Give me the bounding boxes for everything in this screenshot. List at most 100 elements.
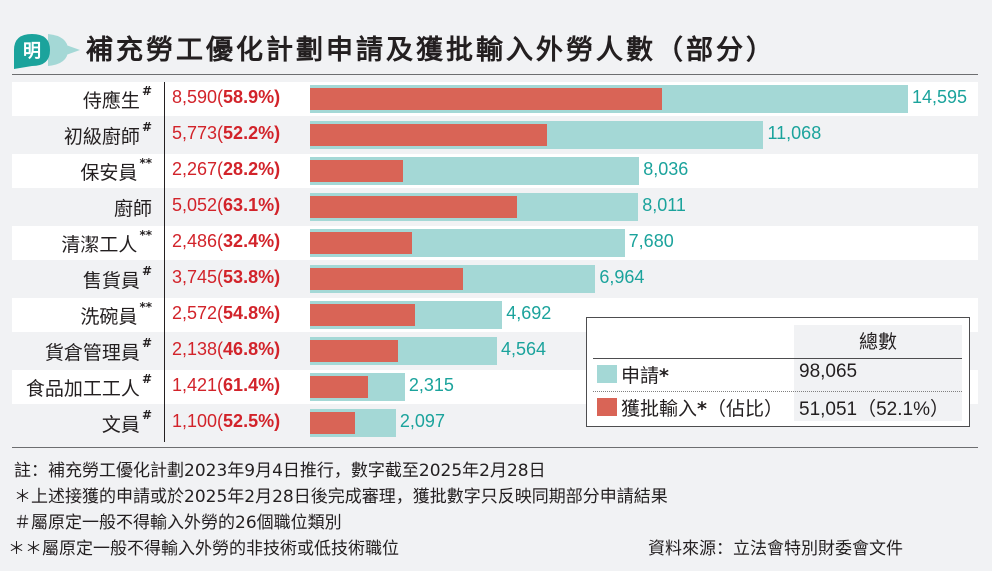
legend-label-text: 申請 xyxy=(621,365,660,387)
approved-bar xyxy=(310,124,547,146)
legend-column-header: 總數 xyxy=(858,331,897,353)
approved-count: 1,100 xyxy=(172,411,218,431)
approved-data-label: 2,486(32.4%) xyxy=(172,231,280,252)
approved-bar xyxy=(310,160,403,182)
paren: ( xyxy=(217,123,224,143)
legend-label-text: 獲批輸入 xyxy=(621,398,698,420)
approved-count: 2,267 xyxy=(172,159,218,179)
chart-row: 清潔工人 ** 2,486(32.4%) 7,680 xyxy=(12,226,978,260)
approved-data-label: 2,572(54.8%) xyxy=(172,303,280,324)
approved-percent: 28.2% xyxy=(223,159,275,179)
note-line-2: ＊上述接獲的申請或於2025年2月28日後完成審理，獲批數字只反映同期部分申請結… xyxy=(14,487,668,507)
paren: ) xyxy=(274,267,281,287)
category-label: 初級廚師 # xyxy=(64,120,152,149)
legend-label-suffix: （佔比） xyxy=(706,398,783,420)
category-footnote-mark: # xyxy=(141,372,152,386)
paren: ) xyxy=(274,375,281,395)
approved-bar xyxy=(310,196,517,218)
category-label: 清潔工人 ** xyxy=(61,228,152,257)
paren: ) xyxy=(274,195,281,215)
paren: ( xyxy=(217,87,224,107)
approved-percent: 61.4% xyxy=(223,375,275,395)
paren: ) xyxy=(274,339,281,359)
category-label: 食品加工工人 # xyxy=(26,372,152,401)
note-line-3: ＃屬原定一般不得輸入外勞的26個職位類別 xyxy=(14,513,342,533)
legend-value-approved: 51,051（52.1%） xyxy=(799,399,949,420)
legend-value-applications: 98,065 xyxy=(799,361,858,382)
applications-data-label: 14,595 xyxy=(912,87,968,107)
approved-data-label: 2,138(46.8%) xyxy=(172,339,280,360)
paren: ( xyxy=(217,159,224,179)
approved-bar xyxy=(310,232,412,254)
paren: ( xyxy=(217,303,224,323)
category-footnote-mark: ** xyxy=(139,156,152,170)
source-note: 資料來源：立法會特別財委會文件 xyxy=(648,539,903,559)
category-label: 售貨員 # xyxy=(83,264,152,293)
label-divider xyxy=(164,82,165,442)
category-footnote-mark: ** xyxy=(139,228,152,242)
chart-row: 廚師 5,052(63.1%) 8,011 xyxy=(12,190,978,224)
approved-percent: 46.8% xyxy=(223,339,275,359)
category-label-text: 文員 xyxy=(101,414,140,436)
category-footnote-mark: # xyxy=(141,336,152,350)
note-line-1: 註：補充勞工優化計劃2023年9月4日推行，數字截至2025年2月28日 xyxy=(14,461,546,481)
category-label-text: 保安員 xyxy=(80,162,138,184)
note-line-4: ＊＊屬原定一般不得輸入外勞的非技術或低技術職位 xyxy=(8,539,399,559)
approved-percent: 54.8% xyxy=(223,303,275,323)
category-label-text: 侍應生 xyxy=(82,90,140,112)
legend-mark: * xyxy=(697,398,707,420)
approved-bar xyxy=(310,88,662,110)
approved-percent: 32.4% xyxy=(223,231,275,251)
legend-header-rule xyxy=(593,358,962,359)
approved-percent: 53.8% xyxy=(223,267,275,287)
approved-data-label: 5,052(63.1%) xyxy=(172,195,280,216)
approved-bar xyxy=(310,412,356,434)
approved-count: 8,590 xyxy=(172,87,218,107)
paren: ( xyxy=(217,195,224,215)
category-label: 文員 # xyxy=(101,408,152,437)
category-label: 保安員 ** xyxy=(80,156,152,185)
category-footnote-mark: # xyxy=(141,264,152,278)
legend-row-divider xyxy=(593,391,962,392)
approved-data-label: 1,100(52.5%) xyxy=(172,411,280,432)
footer-divider xyxy=(12,447,978,448)
category-label: 侍應生 # xyxy=(82,84,152,113)
legend-table: 總數 申請* 98,065 獲批輸入*（佔比） 51,051（52.1%） xyxy=(586,317,970,427)
paren: ( xyxy=(217,339,224,359)
approved-data-label: 2,267(28.2%) xyxy=(172,159,280,180)
applications-data-label: 2,315 xyxy=(408,375,454,395)
approved-bar xyxy=(310,340,398,362)
paren: ) xyxy=(274,303,281,323)
approved-bar xyxy=(310,304,416,326)
approved-data-label: 1,421(61.4%) xyxy=(172,375,280,396)
legend-mark: * xyxy=(659,365,669,387)
chart-title: 補充勞工優化計劃申請及獲批輸入外勞人數（部分） xyxy=(86,35,776,66)
legend-label-applications: 申請* xyxy=(621,361,669,388)
applications-data-label: 2,097 xyxy=(399,411,445,431)
approved-count: 5,052 xyxy=(172,195,218,215)
category-footnote-mark: # xyxy=(141,120,152,134)
category-footnote-mark: ** xyxy=(139,300,152,314)
paren: ( xyxy=(217,411,224,431)
category-label-text: 廚師 xyxy=(113,198,152,220)
approved-percent: 52.2% xyxy=(223,123,275,143)
approved-percent: 52.5% xyxy=(223,411,275,431)
category-label-text: 清潔工人 xyxy=(61,234,138,256)
applications-data-label: 7,680 xyxy=(628,231,674,251)
applications-data-label: 4,692 xyxy=(506,303,552,323)
category-footnote-mark: # xyxy=(141,84,152,98)
approved-count: 5,773 xyxy=(172,123,218,143)
approved-count: 3,745 xyxy=(172,267,218,287)
chart-row: 洗碗員 ** 2,572(54.8%) 4,692 xyxy=(12,298,978,332)
approved-data-label: 5,773(52.2%) xyxy=(172,123,280,144)
approved-count: 2,486 xyxy=(172,231,218,251)
category-label: 貨倉管理員 # xyxy=(45,336,152,365)
category-label: 廚師 xyxy=(114,194,152,221)
category-footnote-mark: # xyxy=(141,408,152,422)
approved-data-label: 8,590(58.9%) xyxy=(172,87,280,108)
approved-count: 2,572 xyxy=(172,303,218,323)
chart-row: 保安員 ** 2,267(28.2%) 8,036 xyxy=(12,154,978,188)
paren: ) xyxy=(274,411,281,431)
approved-count: 1,421 xyxy=(172,375,218,395)
applications-data-label: 11,068 xyxy=(767,123,822,143)
